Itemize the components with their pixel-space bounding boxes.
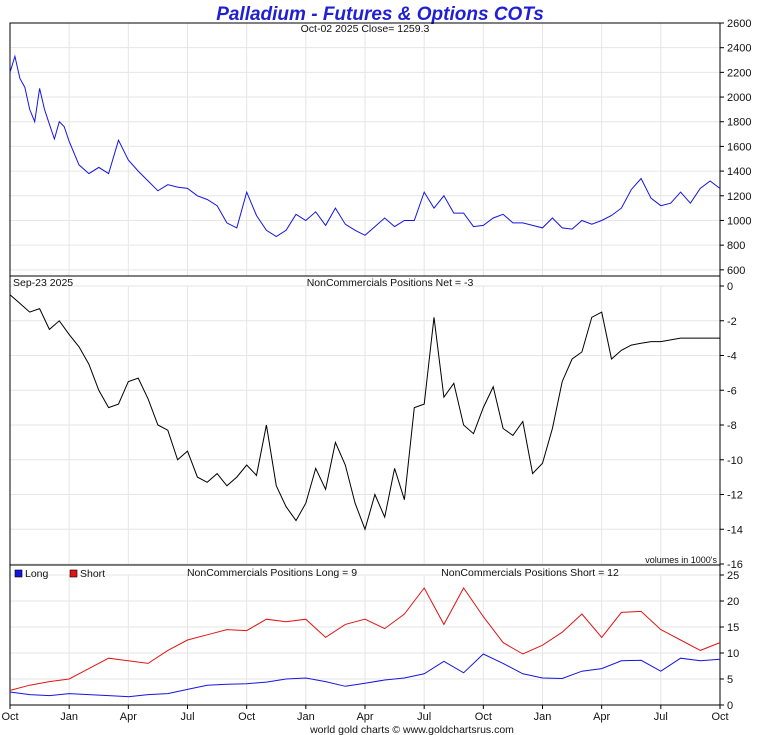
net-ytick-label: -12 bbox=[727, 490, 743, 502]
long-subtitle: NonCommercials Positions Long = 9 bbox=[187, 567, 357, 579]
price-ytick-label: 800 bbox=[727, 240, 745, 252]
short-line bbox=[9, 587, 721, 691]
net-ytick-label: -14 bbox=[727, 524, 743, 536]
long-line bbox=[9, 653, 721, 698]
xtick-label: Jul bbox=[654, 711, 668, 723]
ls-ytick-label: 10 bbox=[727, 648, 739, 660]
price-line bbox=[9, 54, 721, 238]
net-ytick-label: -2 bbox=[727, 316, 737, 328]
ls-ytick-label: 15 bbox=[727, 622, 739, 634]
ls-ytick-label: 20 bbox=[727, 596, 739, 608]
net-ytick-label: -16 bbox=[727, 559, 743, 571]
net-ytick-label: -8 bbox=[727, 420, 737, 432]
net-subtitle: NonCommercials Positions Net = -3 bbox=[307, 277, 474, 289]
net-ytick-label: -10 bbox=[727, 455, 743, 467]
xtick-label: Apr bbox=[356, 711, 373, 723]
price-subtitle: Oct-02 2025 Close= 1259.3 bbox=[301, 23, 430, 35]
net-ytick-label: 0 bbox=[727, 281, 733, 293]
legend-long-swatch bbox=[14, 569, 23, 578]
xtick-label: Apr bbox=[120, 711, 137, 723]
ls-ytick-label: 0 bbox=[727, 700, 733, 712]
price-ytick-label: 1800 bbox=[727, 117, 751, 129]
volumes-note: volumes in 1000's bbox=[645, 555, 717, 565]
price-ytick-label: 1200 bbox=[727, 191, 751, 203]
legend-long-label: Long bbox=[25, 568, 49, 580]
chart-title: Palladium - Futures & Options COTs bbox=[216, 4, 544, 25]
xtick-label: Oct bbox=[238, 711, 255, 723]
legend: Long Short bbox=[14, 568, 105, 580]
long-short-panel: Long Short NonCommercials Positions Long… bbox=[1, 564, 739, 723]
xtick-label: Jul bbox=[417, 711, 431, 723]
price-ytick-label: 2400 bbox=[727, 43, 751, 55]
net-panel: Sep-23 2025 NonCommercials Positions Net… bbox=[9, 275, 743, 571]
xtick-label: Jan bbox=[297, 711, 315, 723]
xtick-label: Oct bbox=[1, 711, 18, 723]
price-ytick-label: 1400 bbox=[727, 166, 751, 178]
price-ytick-label: 600 bbox=[727, 265, 745, 277]
legend-short-swatch bbox=[69, 569, 78, 578]
ls-ytick-label: 5 bbox=[727, 674, 733, 686]
xtick-label: Apr bbox=[593, 711, 610, 723]
ls-ytick-label: 25 bbox=[727, 570, 739, 582]
price-ytick-label: 1000 bbox=[727, 215, 751, 227]
xtick-label: Oct bbox=[711, 711, 728, 723]
net-date-label: Sep-23 2025 bbox=[13, 277, 73, 289]
xtick-label: Jan bbox=[534, 711, 552, 723]
net-ytick-label: -6 bbox=[727, 385, 737, 397]
price-ytick-label: 2000 bbox=[727, 92, 751, 104]
net-ytick-label: -4 bbox=[727, 351, 737, 363]
price-ytick-label: 1600 bbox=[727, 141, 751, 153]
net-line bbox=[9, 294, 720, 531]
price-panel: Oct-02 2025 Close= 1259.3 600 800 1000 1200… bbox=[9, 18, 751, 277]
xtick-label: Jan bbox=[60, 711, 78, 723]
legend-short-label: Short bbox=[80, 568, 105, 580]
price-ytick-label: 2600 bbox=[727, 18, 751, 30]
price-ytick-label: 2200 bbox=[727, 67, 751, 79]
xtick-label: Oct bbox=[475, 711, 492, 723]
short-subtitle: NonCommercials Positions Short = 12 bbox=[441, 567, 619, 579]
footer-credit: world gold charts © www.goldchartsrus.co… bbox=[309, 724, 514, 735]
xtick-label: Jul bbox=[180, 711, 194, 723]
